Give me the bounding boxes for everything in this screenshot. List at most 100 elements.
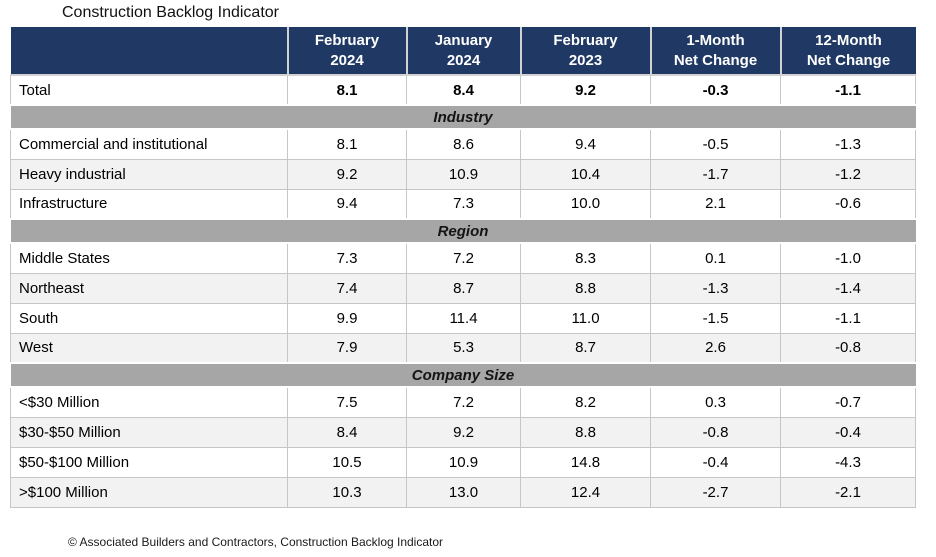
value-cell: -0.4 bbox=[780, 416, 916, 448]
row-label: Commercial and institutional bbox=[10, 128, 288, 160]
row-label: West bbox=[10, 332, 288, 364]
value-cell: -1.5 bbox=[650, 302, 781, 334]
value-cell: -0.5 bbox=[650, 128, 781, 160]
table-row-100-million: >$100 Million 10.3 13.0 12.4 -2.7 -2.1 bbox=[10, 476, 916, 508]
row-label: Heavy industrial bbox=[10, 158, 288, 190]
header-cell-1-month-net-change: 1-Month Net Change bbox=[649, 27, 782, 76]
header-cell-feb-2024: February 2024 bbox=[286, 27, 408, 76]
value-cell: 14.8 bbox=[520, 446, 651, 478]
section-band-company-size: Company Size bbox=[10, 362, 916, 388]
backlog-table: February 2024 January 2024 February 2023… bbox=[10, 27, 916, 508]
section-band-industry: Industry bbox=[10, 104, 916, 130]
value-cell: 11.4 bbox=[406, 302, 521, 334]
value-cell: 9.2 bbox=[520, 74, 651, 106]
table-body: Total 8.1 8.4 9.2 -0.3 -1.1 Industry Comm… bbox=[10, 74, 916, 508]
row-label: Northeast bbox=[10, 272, 288, 304]
value-cell: 10.3 bbox=[287, 476, 407, 508]
value-cell: 7.3 bbox=[406, 188, 521, 220]
value-cell: -1.1 bbox=[780, 74, 916, 106]
row-label: $30-$50 Million bbox=[10, 416, 288, 448]
value-cell: 7.2 bbox=[406, 386, 521, 418]
table-row-30-50-million: $30-$50 Million 8.4 9.2 8.8 -0.8 -0.4 bbox=[10, 416, 916, 448]
header-row: February 2024 January 2024 February 2023… bbox=[10, 27, 916, 76]
value-cell: 7.3 bbox=[287, 242, 407, 274]
value-cell: -2.7 bbox=[650, 476, 781, 508]
row-label: South bbox=[10, 302, 288, 334]
value-cell: -0.3 bbox=[650, 74, 781, 106]
value-cell: -1.3 bbox=[650, 272, 781, 304]
value-cell: 12.4 bbox=[520, 476, 651, 508]
header-cell-feb-2023: February 2023 bbox=[519, 27, 652, 76]
value-cell: -0.8 bbox=[780, 332, 916, 364]
row-label: Infrastructure bbox=[10, 188, 288, 220]
value-cell: 11.0 bbox=[520, 302, 651, 334]
value-cell: 2.1 bbox=[650, 188, 781, 220]
value-cell: 9.4 bbox=[287, 188, 407, 220]
row-label: <$30 Million bbox=[10, 386, 288, 418]
value-cell: -0.7 bbox=[780, 386, 916, 418]
row-label-total: Total bbox=[10, 74, 288, 106]
copyright-note: © Associated Builders and Contractors, C… bbox=[68, 535, 444, 549]
section-band-row: Industry bbox=[10, 104, 916, 130]
table-row-50-100-million: $50-$100 Million 10.5 10.9 14.8 -0.4 -4.3 bbox=[10, 446, 916, 478]
value-cell: 7.9 bbox=[287, 332, 407, 364]
value-cell: 8.8 bbox=[520, 272, 651, 304]
value-cell: 8.3 bbox=[520, 242, 651, 274]
table-row-infrastructure: Infrastructure 9.4 7.3 10.0 2.1 -0.6 bbox=[10, 188, 916, 220]
row-label: $50-$100 Million bbox=[10, 446, 288, 478]
value-cell: -0.6 bbox=[780, 188, 916, 220]
value-cell: -0.4 bbox=[650, 446, 781, 478]
value-cell: 8.7 bbox=[520, 332, 651, 364]
page-title: Construction Backlog Indicator bbox=[62, 4, 279, 21]
value-cell: 5.3 bbox=[406, 332, 521, 364]
value-cell: 7.2 bbox=[406, 242, 521, 274]
header-cell-empty bbox=[10, 27, 289, 76]
value-cell: 7.4 bbox=[287, 272, 407, 304]
total-row: Total 8.1 8.4 9.2 -0.3 -1.1 bbox=[10, 74, 916, 106]
value-cell: 8.4 bbox=[406, 74, 521, 106]
value-cell: 10.4 bbox=[520, 158, 651, 190]
value-cell: -1.1 bbox=[780, 302, 916, 334]
value-cell: 9.2 bbox=[287, 158, 407, 190]
value-cell: 9.4 bbox=[520, 128, 651, 160]
value-cell: 0.1 bbox=[650, 242, 781, 274]
value-cell: -0.8 bbox=[650, 416, 781, 448]
table-row-south: South 9.9 11.4 11.0 -1.5 -1.1 bbox=[10, 302, 916, 334]
table-row-west: West 7.9 5.3 8.7 2.6 -0.8 bbox=[10, 332, 916, 364]
value-cell: 10.9 bbox=[406, 446, 521, 478]
value-cell: -1.0 bbox=[780, 242, 916, 274]
value-cell: 9.9 bbox=[287, 302, 407, 334]
section-band-row: Region bbox=[10, 218, 916, 244]
value-cell: 8.1 bbox=[287, 128, 407, 160]
value-cell: 8.2 bbox=[520, 386, 651, 418]
row-label: Middle States bbox=[10, 242, 288, 274]
table-header: February 2024 January 2024 February 2023… bbox=[10, 27, 916, 76]
header-cell-jan-2024: January 2024 bbox=[405, 27, 522, 76]
value-cell: 9.2 bbox=[406, 416, 521, 448]
header-cell-12-month-net-change: 12-Month Net Change bbox=[779, 27, 916, 76]
value-cell: 10.5 bbox=[287, 446, 407, 478]
value-cell: -1.2 bbox=[780, 158, 916, 190]
table-row-30-million: <$30 Million 7.5 7.2 8.2 0.3 -0.7 bbox=[10, 386, 916, 418]
value-cell: -4.3 bbox=[780, 446, 916, 478]
value-cell: 8.1 bbox=[287, 74, 407, 106]
value-cell: 10.9 bbox=[406, 158, 521, 190]
value-cell: -1.3 bbox=[780, 128, 916, 160]
value-cell: 8.8 bbox=[520, 416, 651, 448]
section-band-region: Region bbox=[10, 218, 916, 244]
value-cell: 0.3 bbox=[650, 386, 781, 418]
row-label: >$100 Million bbox=[10, 476, 288, 508]
value-cell: -1.7 bbox=[650, 158, 781, 190]
table-row-heavy-industrial: Heavy industrial 9.2 10.9 10.4 -1.7 -1.2 bbox=[10, 158, 916, 190]
section-band-row: Company Size bbox=[10, 362, 916, 388]
table-row-middle-states: Middle States 7.3 7.2 8.3 0.1 -1.0 bbox=[10, 242, 916, 274]
value-cell: 13.0 bbox=[406, 476, 521, 508]
value-cell: -2.1 bbox=[780, 476, 916, 508]
value-cell: 8.6 bbox=[406, 128, 521, 160]
value-cell: 8.7 bbox=[406, 272, 521, 304]
value-cell: 10.0 bbox=[520, 188, 651, 220]
value-cell: 7.5 bbox=[287, 386, 407, 418]
table-row-northeast: Northeast 7.4 8.7 8.8 -1.3 -1.4 bbox=[10, 272, 916, 304]
table-row-commercial-and-institutional: Commercial and institutional 8.1 8.6 9.4 -0.… bbox=[10, 128, 916, 160]
